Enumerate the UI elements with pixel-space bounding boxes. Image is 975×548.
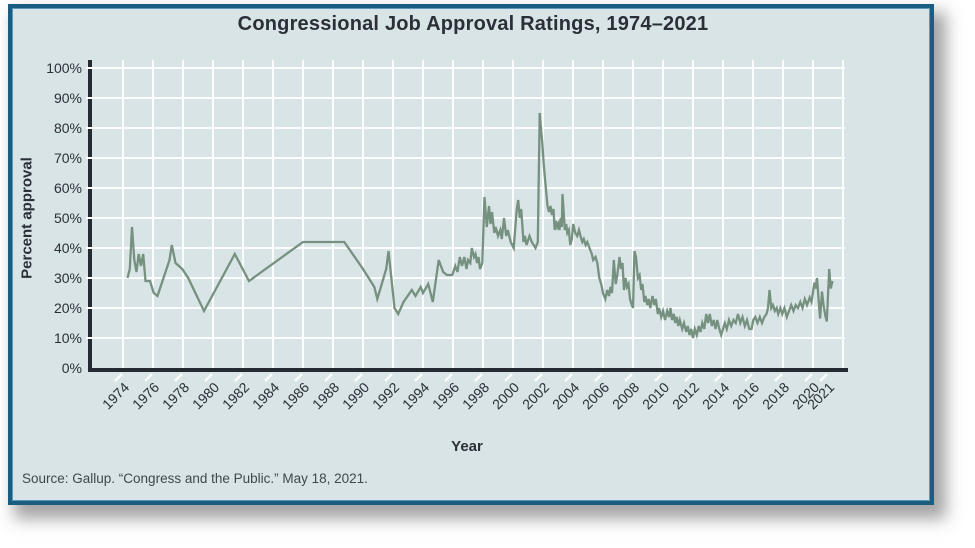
x-tick-mark [354, 373, 363, 382]
y-tick-label: 40% [53, 240, 82, 256]
x-tick-mark [654, 373, 663, 382]
x-tick-mark [264, 373, 273, 382]
x-tick-mark [324, 373, 333, 382]
y-tick-label: 80% [53, 120, 82, 136]
y-axis-line [88, 60, 92, 372]
x-tick-mark [474, 373, 483, 382]
chart-title: Congressional Job Approval Ratings, 1974… [237, 13, 709, 35]
y-tick-label: 30% [53, 270, 82, 286]
x-tick-mark [624, 373, 633, 382]
x-tick-mark [114, 373, 123, 382]
x-tick-mark [204, 373, 213, 382]
approval-series-line [126, 112, 834, 340]
y-tick-label: 100% [46, 60, 82, 76]
y-tick-label: 50% [53, 210, 82, 226]
x-axis-line [88, 368, 848, 372]
x-tick-mark [174, 373, 183, 382]
x-tick-mark [819, 373, 828, 382]
y-tick-label: 20% [53, 300, 82, 316]
x-tick-mark [804, 373, 813, 382]
x-tick-mark [564, 373, 573, 382]
x-tick-mark [534, 373, 543, 382]
y-tick-label: 10% [53, 330, 82, 346]
x-tick-mark [744, 373, 753, 382]
x-tick-mark [714, 373, 723, 382]
x-tick-mark [594, 373, 603, 382]
x-tick-mark [444, 373, 453, 382]
x-tick-mark [384, 373, 393, 382]
x-tick-mark [294, 373, 303, 382]
source-note: Source: Gallup. “Congress and the Public… [22, 471, 368, 486]
y-tick-label: 70% [53, 150, 82, 166]
y-tick-label: 60% [53, 180, 82, 196]
x-tick-mark [504, 373, 513, 382]
y-tick-label: 0% [61, 360, 82, 376]
x-tick-mark [774, 373, 783, 382]
x-tick-mark [684, 373, 693, 382]
y-tick-label: 90% [53, 90, 82, 106]
x-tick-mark [144, 373, 153, 382]
x-tick-mark [414, 373, 423, 382]
x-axis-title: Year [451, 438, 483, 455]
x-tick-mark [234, 373, 243, 382]
